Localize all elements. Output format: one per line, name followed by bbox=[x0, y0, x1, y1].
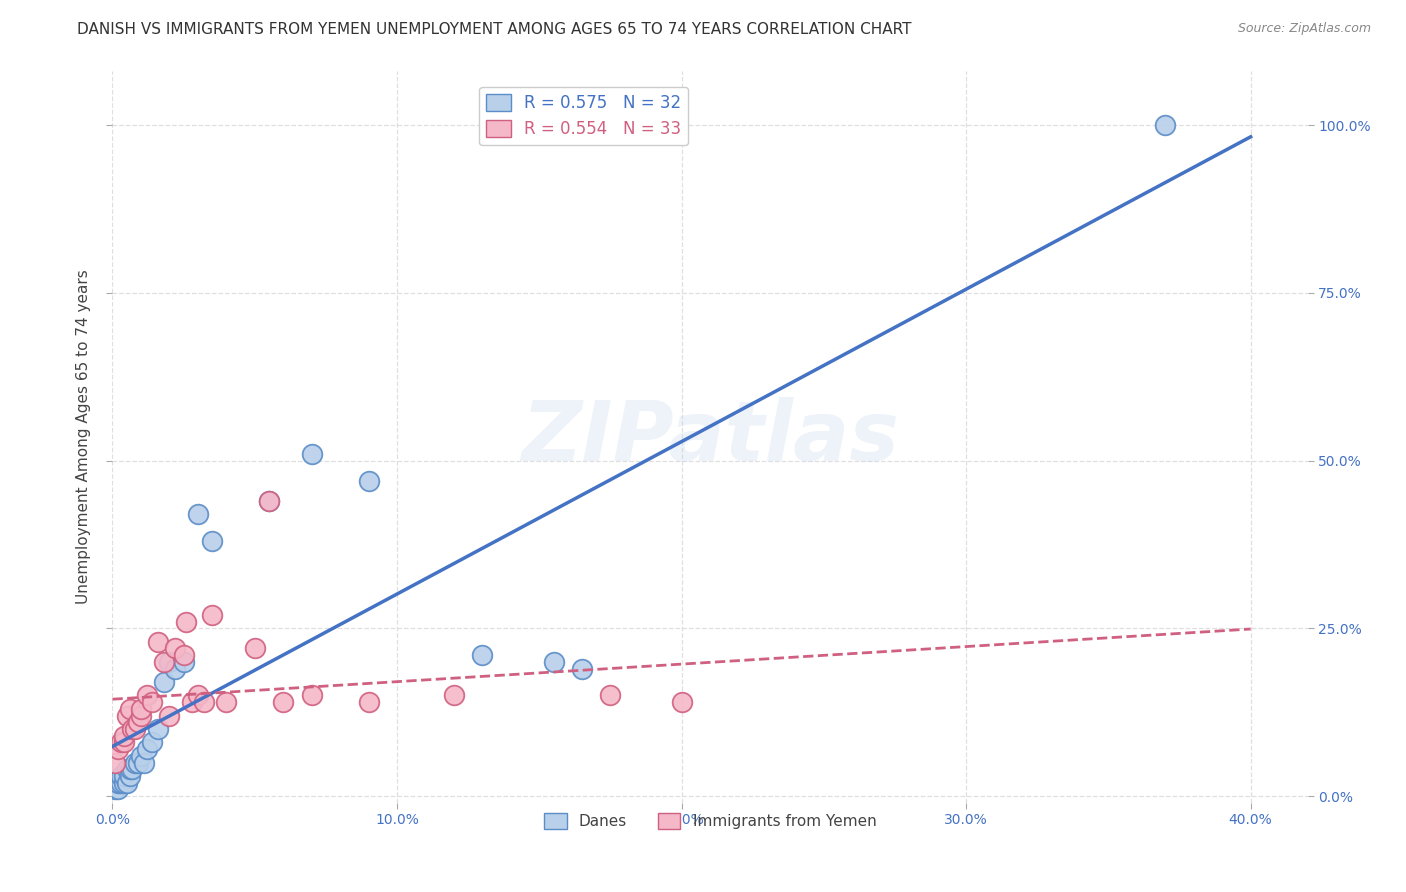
Point bbox=[471, 648, 494, 662]
Y-axis label: Unemployment Among Ages 65 to 74 years: Unemployment Among Ages 65 to 74 years bbox=[76, 269, 91, 605]
Point bbox=[165, 641, 187, 656]
Point bbox=[215, 695, 238, 709]
Text: ZIPatlas: ZIPatlas bbox=[522, 397, 898, 477]
Point bbox=[301, 689, 323, 703]
Point bbox=[118, 769, 141, 783]
Point bbox=[187, 508, 209, 522]
Point bbox=[107, 782, 129, 797]
Point bbox=[115, 708, 138, 723]
Point bbox=[112, 735, 135, 749]
Point bbox=[201, 534, 224, 549]
Point bbox=[543, 655, 565, 669]
Text: Source: ZipAtlas.com: Source: ZipAtlas.com bbox=[1237, 22, 1371, 36]
Point bbox=[301, 447, 323, 461]
Point bbox=[112, 775, 135, 789]
Point bbox=[165, 662, 187, 676]
Point bbox=[357, 695, 380, 709]
Point bbox=[187, 689, 209, 703]
Point bbox=[127, 715, 149, 730]
Point bbox=[129, 708, 152, 723]
Point bbox=[181, 695, 204, 709]
Point bbox=[146, 634, 169, 648]
Point bbox=[157, 708, 180, 723]
Point bbox=[107, 742, 129, 756]
Point bbox=[129, 702, 152, 716]
Point bbox=[104, 756, 127, 770]
Point bbox=[146, 722, 169, 736]
Point bbox=[173, 648, 195, 662]
Point bbox=[201, 607, 224, 622]
Point bbox=[257, 493, 280, 508]
Point bbox=[443, 689, 465, 703]
Point bbox=[357, 474, 380, 488]
Point bbox=[112, 729, 135, 743]
Point bbox=[135, 689, 157, 703]
Point bbox=[243, 641, 266, 656]
Point bbox=[152, 675, 174, 690]
Legend: Danes, Immigrants from Yemen: Danes, Immigrants from Yemen bbox=[537, 807, 883, 836]
Point bbox=[110, 769, 132, 783]
Point bbox=[599, 689, 621, 703]
Point bbox=[193, 695, 215, 709]
Point bbox=[141, 695, 163, 709]
Point bbox=[157, 655, 180, 669]
Point bbox=[110, 775, 132, 789]
Point bbox=[115, 762, 138, 776]
Point bbox=[112, 769, 135, 783]
Point bbox=[271, 695, 294, 709]
Point bbox=[257, 493, 280, 508]
Point bbox=[176, 615, 198, 629]
Point bbox=[571, 662, 593, 676]
Point bbox=[173, 655, 195, 669]
Point bbox=[124, 756, 146, 770]
Point bbox=[104, 782, 127, 797]
Point bbox=[127, 756, 149, 770]
Point bbox=[124, 722, 146, 736]
Point bbox=[152, 655, 174, 669]
Point bbox=[118, 762, 141, 776]
Point bbox=[115, 775, 138, 789]
Point bbox=[107, 775, 129, 789]
Point bbox=[132, 756, 155, 770]
Point bbox=[141, 735, 163, 749]
Point bbox=[129, 748, 152, 763]
Point bbox=[135, 742, 157, 756]
Point bbox=[671, 695, 693, 709]
Text: DANISH VS IMMIGRANTS FROM YEMEN UNEMPLOYMENT AMONG AGES 65 TO 74 YEARS CORRELATI: DANISH VS IMMIGRANTS FROM YEMEN UNEMPLOY… bbox=[77, 22, 912, 37]
Point bbox=[1154, 118, 1177, 132]
Point bbox=[121, 722, 143, 736]
Point bbox=[121, 762, 143, 776]
Point bbox=[118, 702, 141, 716]
Point bbox=[110, 735, 132, 749]
